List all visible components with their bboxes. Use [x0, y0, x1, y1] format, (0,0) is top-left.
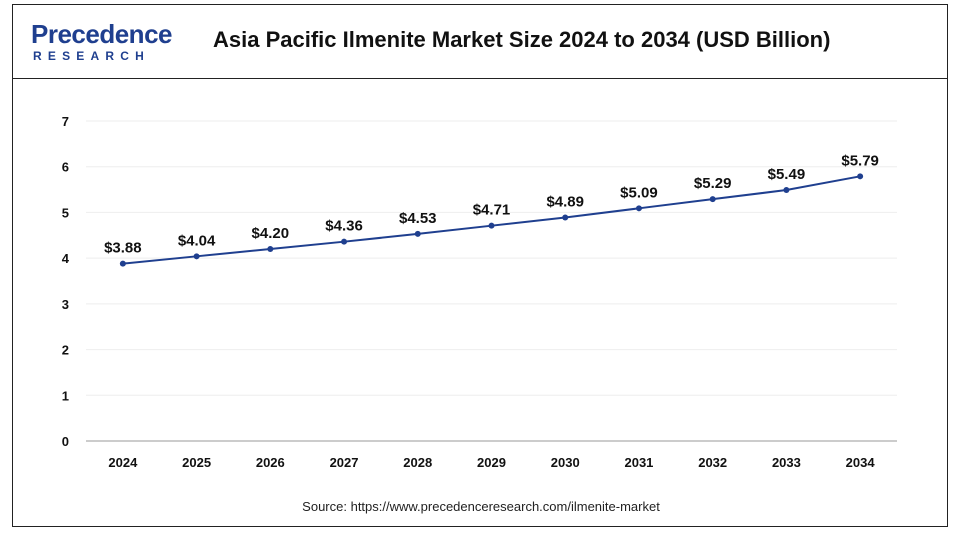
y-tick-label: 1 [62, 388, 69, 403]
y-tick-label: 0 [62, 434, 69, 449]
x-tick-label: 2032 [698, 455, 727, 470]
brand-logo: Precedence RESEARCH [31, 19, 172, 65]
data-label: $4.89 [546, 193, 584, 210]
y-tick-label: 3 [62, 297, 69, 312]
logo-wordmark: Precedence [31, 19, 172, 49]
chart-header: Precedence RESEARCH Asia Pacific Ilmenit… [13, 5, 947, 79]
series-line [122, 175, 861, 265]
data-point [635, 205, 642, 212]
data-point [709, 196, 716, 203]
logo-subtitle: RESEARCH [33, 49, 150, 63]
chart-title: Asia Pacific Ilmenite Market Size 2024 t… [213, 27, 831, 52]
data-point [857, 173, 864, 180]
chart-frame: Precedence RESEARCH Asia Pacific Ilmenit… [12, 4, 948, 527]
data-label: $3.88 [104, 240, 142, 257]
x-tick-label: 2028 [403, 455, 432, 470]
data-point [119, 260, 126, 267]
x-tick-label: 2027 [330, 455, 359, 470]
x-tick-label: 2026 [256, 455, 285, 470]
line-chart: 0 1 2 3 4 5 6 7 2024 2025 2026 2027 2028 2029 2030 2031… [62, 114, 897, 470]
data-point [341, 238, 348, 245]
data-label: $4.36 [325, 218, 363, 235]
x-tick-label: 2031 [624, 455, 653, 470]
y-tick-label: 5 [62, 205, 69, 220]
x-tick-label: 2033 [772, 455, 801, 470]
data-label: $4.20 [252, 225, 290, 242]
source-note: Source: https://www.precedenceresearch.c… [302, 499, 660, 514]
x-tick-label: 2025 [182, 455, 211, 470]
data-point [267, 246, 274, 252]
data-label: $4.04 [178, 232, 216, 249]
data-label: $5.29 [694, 175, 732, 192]
data-label: $4.53 [399, 210, 437, 227]
y-tick-label: 2 [62, 343, 69, 358]
data-label: $5.09 [620, 184, 658, 201]
y-tick-label: 4 [62, 251, 70, 266]
data-label: $5.49 [768, 166, 806, 183]
x-tick-label: 2030 [551, 455, 580, 470]
x-tick-label: 2029 [477, 455, 506, 470]
y-tick-label: 7 [62, 114, 69, 129]
data-point [414, 230, 421, 237]
data-point [783, 187, 790, 194]
data-point [488, 222, 495, 229]
y-tick-label: 6 [62, 160, 69, 175]
data-point [562, 214, 569, 221]
data-point [193, 253, 200, 260]
data-label: $5.79 [841, 152, 879, 169]
data-label: $4.71 [473, 202, 511, 219]
x-tick-label: 2024 [108, 455, 138, 470]
x-tick-label: 2034 [846, 455, 876, 470]
